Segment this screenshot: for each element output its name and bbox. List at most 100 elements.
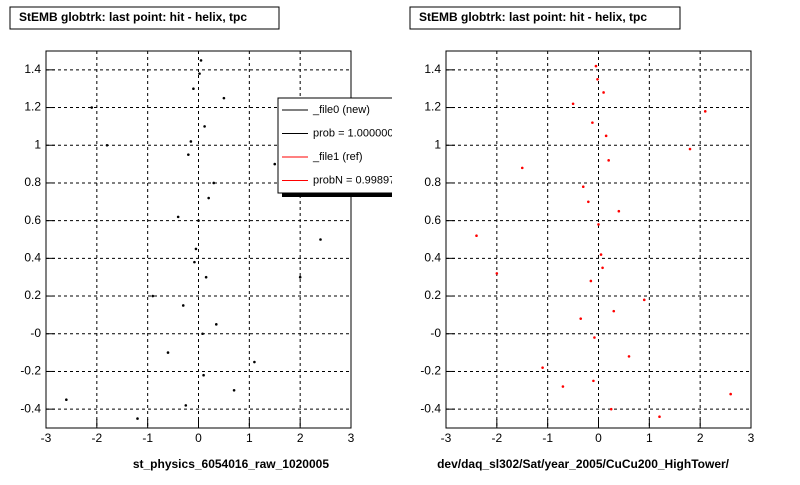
x-tick-label: 3	[348, 431, 355, 445]
point	[703, 110, 707, 113]
y-tick-label: 0.2	[424, 288, 441, 302]
x-tick-label: -1	[542, 431, 553, 445]
point	[688, 147, 692, 151]
point	[203, 125, 206, 128]
x-tick-label: 1	[246, 431, 253, 445]
y-tick-label: -0.2	[420, 364, 441, 378]
y-tick-label: 0.6	[24, 213, 41, 227]
point	[192, 87, 195, 90]
point	[212, 181, 216, 185]
point	[599, 253, 603, 256]
point	[184, 404, 188, 407]
legend-box	[277, 97, 392, 194]
point	[607, 159, 610, 162]
x-tick-label: 1	[646, 431, 653, 445]
point	[571, 102, 575, 106]
point	[602, 91, 605, 94]
point	[253, 360, 256, 364]
point	[541, 366, 544, 369]
y-tick-label: 1.4	[24, 62, 41, 76]
point	[197, 219, 200, 222]
point	[222, 96, 226, 100]
x-axis-label: st_physics_6054016_raw_1020005	[133, 457, 329, 471]
point	[201, 332, 204, 336]
point	[612, 309, 616, 313]
y-tick-label: 1	[34, 137, 41, 151]
point	[593, 336, 596, 339]
point	[90, 106, 94, 109]
legend-label: probN = 0.99897	[313, 174, 395, 186]
point	[194, 247, 198, 251]
point	[597, 223, 600, 226]
y-tick-label: -0.2	[20, 364, 41, 378]
point	[589, 279, 593, 283]
y-tick-label: 0.2	[24, 288, 41, 302]
point	[561, 385, 565, 388]
chart-title: StEMB globtrk: last point: hit - helix, …	[419, 10, 647, 24]
x-tick-label: 0	[195, 431, 202, 445]
point	[601, 266, 604, 270]
point	[151, 294, 155, 298]
y-tick-label: -0	[30, 326, 41, 340]
panel: StEMB globtrk: last point: hit - helix, …	[9, 6, 395, 471]
x-tick-label: 3	[748, 431, 755, 445]
legend-label: _file0 (new)	[312, 104, 370, 116]
y-tick-label: 0.4	[24, 251, 41, 265]
point	[617, 209, 621, 213]
point	[273, 162, 277, 166]
x-tick-label: 2	[697, 431, 704, 445]
y-tick-label: 0.8	[424, 175, 441, 189]
point	[591, 121, 594, 124]
point	[627, 355, 631, 358]
point	[729, 392, 732, 396]
x-tick-label: 0	[595, 431, 602, 445]
point	[642, 298, 646, 302]
y-tick-label: 1.2	[24, 100, 41, 114]
y-tick-label: 1.2	[424, 100, 441, 114]
point	[207, 196, 210, 200]
point	[592, 379, 595, 383]
point	[658, 415, 661, 418]
point	[202, 373, 205, 377]
y-tick-label: 0.4	[424, 251, 441, 265]
chart-title: StEMB globtrk: last point: hit - helix, …	[19, 10, 247, 24]
point	[204, 275, 208, 279]
x-tick-label: -2	[91, 431, 102, 445]
point	[65, 398, 68, 402]
point	[298, 275, 302, 279]
title-box	[9, 6, 280, 30]
point	[136, 417, 139, 420]
title-box	[409, 6, 681, 30]
point	[198, 72, 201, 75]
point	[319, 238, 322, 241]
point	[579, 317, 583, 320]
point	[596, 77, 599, 81]
x-tick-label: -1	[142, 431, 153, 445]
point	[475, 234, 478, 238]
y-tick-label: -0	[430, 326, 441, 340]
point	[520, 166, 524, 170]
point	[594, 64, 598, 68]
legend-label: _file1 (ref)	[312, 151, 363, 163]
point	[581, 185, 585, 189]
x-tick-label: -2	[491, 431, 502, 445]
point	[105, 143, 109, 147]
point	[193, 260, 196, 264]
y-tick-label: 0.8	[24, 175, 41, 189]
x-tick-label: -3	[41, 431, 52, 445]
point	[232, 389, 236, 392]
y-tick-label: 0.6	[424, 213, 441, 227]
plot-frame-border	[445, 50, 752, 429]
point	[181, 304, 185, 307]
plot-frame-border	[45, 50, 352, 429]
y-tick-label: 1.4	[424, 62, 441, 76]
point	[187, 153, 190, 156]
point	[166, 351, 170, 354]
point	[199, 59, 203, 62]
panel: StEMB globtrk: last point: hit - helix, …	[409, 6, 755, 471]
point	[214, 323, 218, 326]
point	[189, 140, 193, 143]
y-tick-label: -0.4	[20, 401, 41, 415]
y-tick-label: 1	[434, 137, 441, 151]
